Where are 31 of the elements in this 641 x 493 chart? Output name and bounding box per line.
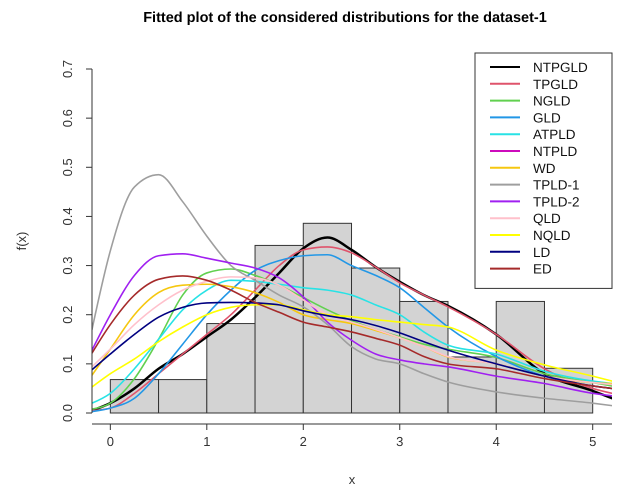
legend-label: GLD <box>533 110 562 126</box>
legend-label: QLD <box>533 211 562 226</box>
x-axis-title: x <box>348 472 356 487</box>
x-tick-label: 5 <box>589 434 596 449</box>
legend-label: TPGLD <box>533 76 578 92</box>
chart-title: Fitted plot of the considered distributions for the dataset-1 <box>143 10 547 26</box>
y-axis-title: f(x) <box>14 232 29 250</box>
legend-label: NTPLD <box>533 144 578 159</box>
line-series <box>92 174 612 406</box>
y-tick-label: 0.2 <box>60 306 75 324</box>
x-tick-label: 4 <box>492 434 500 449</box>
x-tick-label: 3 <box>396 434 404 449</box>
legend-label: TPLD-2 <box>533 194 580 210</box>
legend-label: ED <box>533 262 552 277</box>
x-tick-label: 2 <box>300 434 307 449</box>
legend-label: NGLD <box>533 94 571 109</box>
legend-label: ATPLD <box>533 127 576 142</box>
y-tick-label: 0.5 <box>60 158 75 176</box>
y-tick-label: 0.7 <box>60 60 75 78</box>
y-tick-label: 0.6 <box>60 109 75 128</box>
legend-label: LD <box>533 244 551 260</box>
legend-label: TPLD-1 <box>533 178 580 193</box>
legend-label: NQLD <box>533 228 571 243</box>
y-tick-label: 0.1 <box>60 354 75 373</box>
y-tick-label: 0.4 <box>60 207 75 226</box>
legend-label: NTPGLD <box>533 60 588 75</box>
x-tick-label: 0 <box>106 434 114 449</box>
y-tick-label: 0.3 <box>60 256 75 275</box>
y-tick-label: 0.0 <box>60 404 75 422</box>
x-tick-label: 1 <box>203 434 210 449</box>
legend-label: WD <box>533 160 556 176</box>
